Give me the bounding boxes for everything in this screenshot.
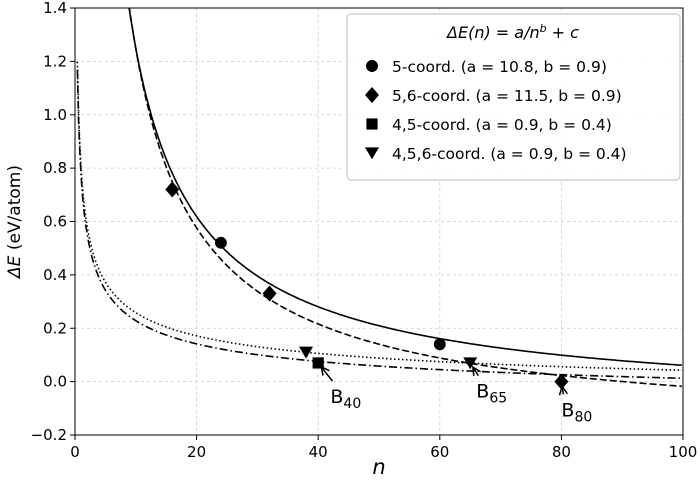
y-tick-label: 0.6 (43, 213, 67, 231)
arrow-head (558, 384, 568, 396)
x-tick-label: 100 (669, 443, 698, 461)
axis-ticks: 0 20 40 60 80 100 −0.2 0.0 0.2 0.4 0.6 0.8 1.0 1.2 1.4 (31, 0, 698, 461)
x-axis-label: n (372, 455, 385, 479)
legend-title: ΔE(n) = a/nb + c (445, 22, 579, 42)
legend-entry: 5,6-coord. (a = 11.5, b = 0.9) (392, 87, 622, 105)
annotations: B40 B65 B80 (320, 365, 592, 425)
annotation-label: B40 (330, 386, 361, 412)
annotation-label: B65 (476, 381, 507, 407)
y-tick-label: 0.0 (43, 373, 67, 391)
legend: ΔE(n) = a/nb + c 5-coord. (a = 10.8, b = … (346, 13, 681, 181)
x-tick-label: 40 (309, 443, 328, 461)
arrow-head (471, 365, 481, 377)
circle-marker (433, 338, 446, 351)
x-tick-label: 20 (187, 443, 206, 461)
square-marker (312, 357, 324, 369)
y-tick-label: 0.8 (43, 159, 67, 177)
triangle-down-marker (299, 346, 314, 359)
diamond-marker (554, 373, 569, 390)
triangle-down-marker (365, 147, 379, 160)
triangle-down-marker (463, 357, 478, 370)
circle-marker (214, 236, 227, 249)
y-tick-label: −0.2 (31, 426, 67, 444)
diamond-marker (262, 285, 277, 302)
fit-curve-solid (128, 8, 682, 366)
y-tick-label: 0.4 (43, 266, 67, 284)
y-tick-label: 1.2 (43, 52, 67, 70)
fit-curves (76, 8, 682, 388)
legend-entry: 4,5,6-coord. (a = 0.9, b = 0.4) (392, 145, 627, 163)
legend-box (346, 13, 681, 181)
annotation-arrow (320, 366, 333, 382)
data-markers (165, 181, 569, 390)
fit-curve-dashdot (76, 69, 682, 379)
annotation-label: B80 (561, 399, 592, 425)
x-tick-label: 60 (430, 443, 449, 461)
diamond-marker (365, 86, 379, 104)
y-axis-label: ΔE (eV/atom) (5, 165, 25, 280)
legend-entry: 4,5-coord. (a = 0.9, b = 0.4) (392, 116, 612, 134)
x-tick-label: 0 (70, 443, 80, 461)
fit-curve-dashed (128, 8, 682, 388)
square-marker (366, 118, 378, 130)
y-tick-label: 1.4 (43, 0, 67, 17)
legend-entry: 5-coord. (a = 10.8, b = 0.9) (392, 58, 607, 76)
x-tick-label: 80 (552, 443, 571, 461)
arrow-head (320, 365, 330, 376)
diamond-marker (165, 181, 180, 198)
circle-marker (366, 60, 378, 72)
y-tick-label: 1.0 (43, 106, 67, 124)
y-tick-label: 0.2 (43, 319, 67, 337)
